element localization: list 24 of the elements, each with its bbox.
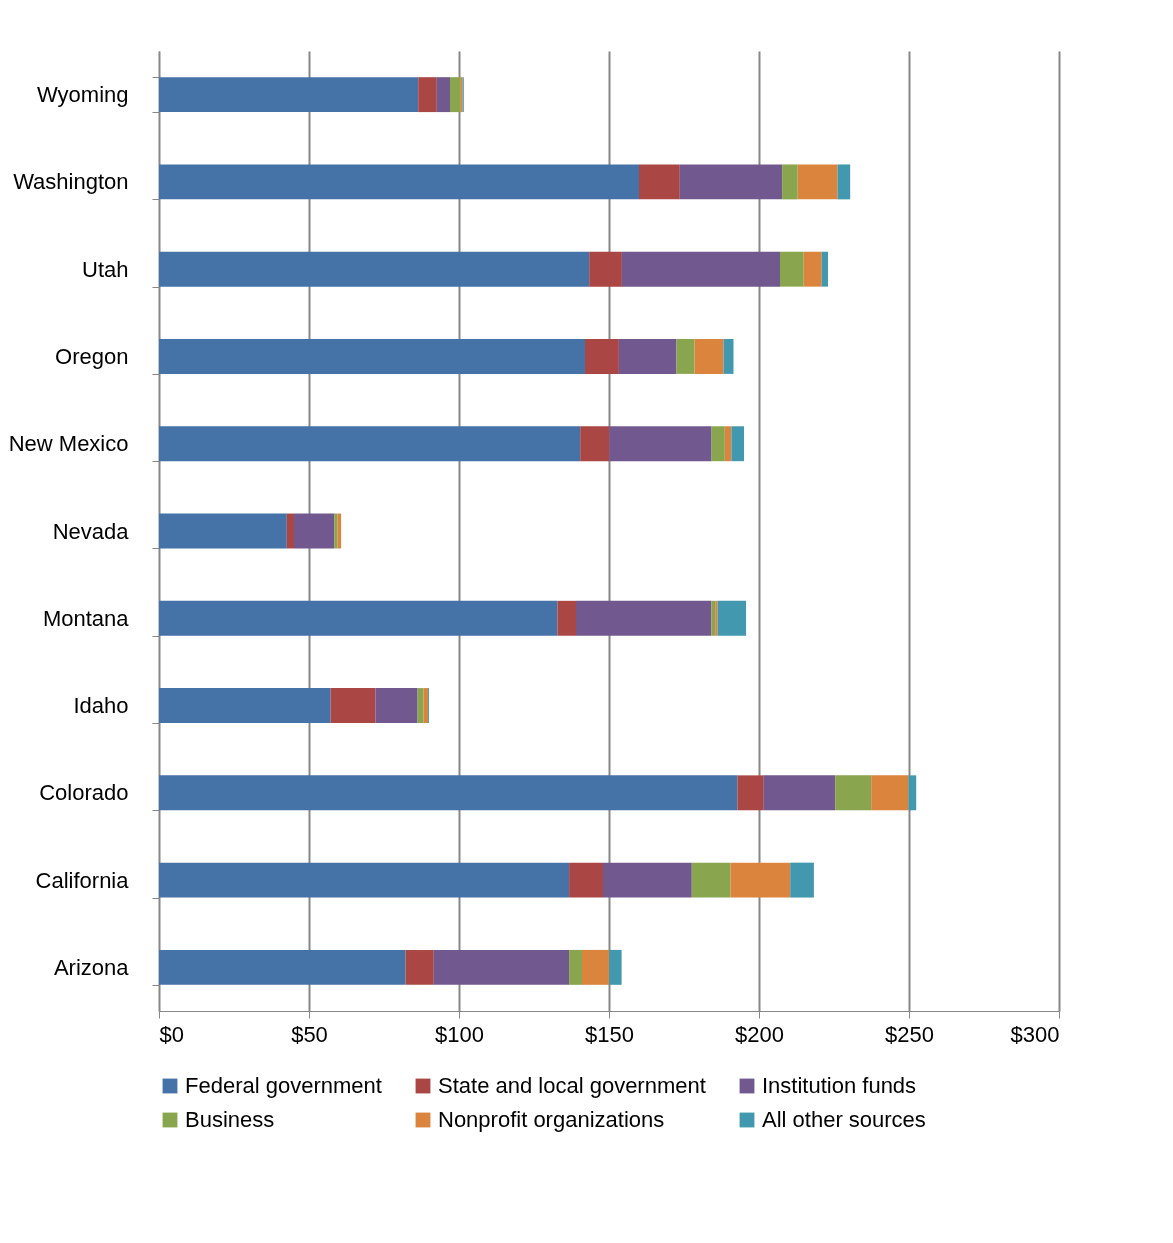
y-tick-label: Nevada <box>52 518 130 544</box>
y-tick-label: Idaho <box>73 693 129 719</box>
legend-label: All other sources <box>762 1107 926 1132</box>
x-tick-label: $150 <box>585 1021 634 1047</box>
y-tick-label: Utah <box>82 256 129 282</box>
x-tick-label: $200 <box>735 1021 784 1047</box>
y-tick-label: Wyoming <box>37 82 129 108</box>
x-tick-label: $300 <box>1010 1021 1060 1047</box>
y-tick-label: California <box>35 867 130 893</box>
y-tick-label: Washington <box>13 169 129 195</box>
y-tick-label: Montana <box>42 605 130 631</box>
y-tick-label: Arizona <box>53 954 130 980</box>
legend-label: Federal government <box>185 1073 382 1098</box>
legend-label: State and local government <box>438 1073 706 1098</box>
legend-label: Institution funds <box>762 1073 917 1098</box>
x-tick-label: $100 <box>435 1021 484 1047</box>
legend-label: Nonprofit organizations <box>438 1107 665 1132</box>
x-tick-label: $0 <box>159 1021 184 1047</box>
y-tick-label: New Mexico <box>8 431 129 457</box>
x-tick-label: $50 <box>291 1021 328 1047</box>
x-tick-label: $250 <box>885 1021 934 1047</box>
legend-label: Business <box>185 1107 275 1132</box>
y-tick-label: Oregon <box>55 343 129 369</box>
y-tick-label: Colorado <box>39 780 129 806</box>
